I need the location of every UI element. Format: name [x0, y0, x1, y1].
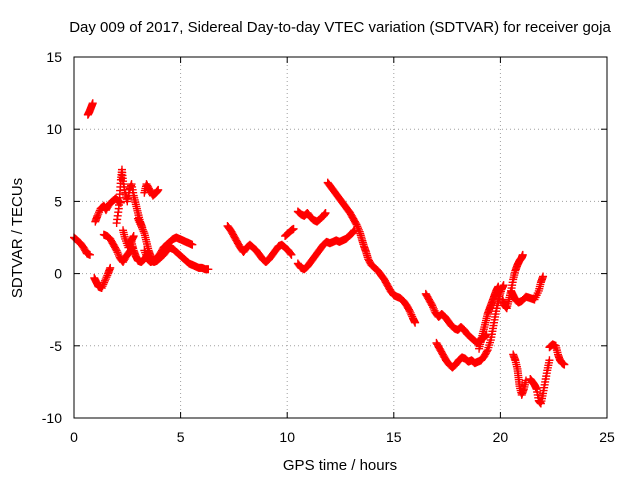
- series-23: [526, 356, 554, 408]
- series-5: [99, 230, 137, 267]
- data-point: [411, 318, 420, 327]
- series-22: [509, 350, 530, 399]
- data-point: [99, 280, 108, 289]
- data-point: [95, 208, 104, 217]
- series-7: [119, 226, 138, 252]
- x-tick-label: 15: [386, 429, 402, 445]
- series-19: [475, 282, 503, 353]
- data-point: [98, 282, 107, 291]
- data-point: [188, 240, 197, 249]
- data-point: [482, 347, 491, 356]
- grid-lines: [74, 57, 607, 418]
- data-point: [139, 227, 148, 236]
- data-point: [204, 265, 213, 274]
- data-point: [407, 310, 416, 319]
- data-point: [93, 211, 102, 220]
- axis-ticks: [73, 56, 608, 419]
- data-point: [545, 356, 554, 365]
- series-3: [90, 263, 115, 293]
- data-point: [134, 216, 143, 225]
- series-14: [293, 207, 330, 226]
- data-point: [100, 278, 109, 287]
- series-24: [545, 340, 569, 369]
- y-tick-label: -5: [50, 338, 63, 354]
- data-point: [429, 304, 438, 313]
- series-10: [140, 180, 163, 200]
- data-point: [136, 220, 145, 229]
- y-tick-label: 5: [54, 193, 62, 209]
- series-4: [91, 194, 125, 226]
- data-point: [112, 246, 121, 255]
- x-tick-label: 5: [177, 429, 185, 445]
- data-point: [88, 99, 97, 108]
- data-point: [406, 308, 415, 317]
- data-point: [354, 224, 363, 233]
- data-point: [287, 250, 296, 259]
- data-point: [354, 225, 363, 234]
- data-point: [539, 272, 548, 281]
- data-point: [133, 214, 142, 223]
- x-tick-label: 20: [493, 429, 509, 445]
- data-point: [135, 218, 144, 227]
- y-tick-label: 10: [46, 121, 62, 137]
- tick-labels: 0 5 10 15 20 25 -10 -5 0 5 10 15: [42, 49, 615, 445]
- data-point: [499, 281, 508, 290]
- series-1: [70, 233, 94, 259]
- data-point: [124, 243, 133, 252]
- data-point: [352, 220, 361, 229]
- series-13: [281, 224, 298, 241]
- data-point: [560, 360, 569, 369]
- data-point: [353, 222, 362, 231]
- data-point: [113, 248, 122, 257]
- data-point: [494, 282, 503, 291]
- series-2: [83, 99, 97, 119]
- data-point: [428, 303, 437, 312]
- series-12: [223, 221, 296, 267]
- data-point: [405, 307, 414, 316]
- data-point: [137, 221, 146, 230]
- x-tick-label: 10: [279, 429, 295, 445]
- data-point: [137, 223, 146, 232]
- x-tick-label: 25: [599, 429, 615, 445]
- data-point: [114, 250, 123, 259]
- data-point: [286, 249, 295, 258]
- data-point: [100, 276, 109, 285]
- data-point: [102, 273, 111, 282]
- data-point: [138, 225, 147, 234]
- x-tick-label: 0: [70, 429, 78, 445]
- y-tick-label: 0: [54, 266, 62, 282]
- series-18: [432, 281, 508, 372]
- data-point: [106, 263, 115, 272]
- data-point: [97, 284, 106, 293]
- series-21: [507, 272, 548, 307]
- data-point: [94, 210, 103, 219]
- data-point: [289, 224, 298, 233]
- x-axis-label: GPS time / hours: [283, 457, 397, 474]
- series-16: [323, 178, 420, 327]
- data-series: [70, 99, 569, 408]
- plot-border: [73, 56, 608, 419]
- data-point: [129, 232, 138, 241]
- y-tick-label: -10: [42, 410, 62, 426]
- data-point: [321, 208, 330, 217]
- data-point: [428, 301, 437, 310]
- series-15: [293, 226, 359, 274]
- data-point: [101, 275, 110, 284]
- y-axis-label: SDTVAR / TECUs: [9, 178, 26, 298]
- data-point: [154, 185, 163, 194]
- y-tick-label: 15: [46, 49, 62, 65]
- data-point: [518, 250, 527, 259]
- data-point: [85, 250, 94, 259]
- chart-title: Day 009 of 2017, Sidereal Day-to-day VTE…: [69, 19, 611, 36]
- series-11: [140, 233, 197, 267]
